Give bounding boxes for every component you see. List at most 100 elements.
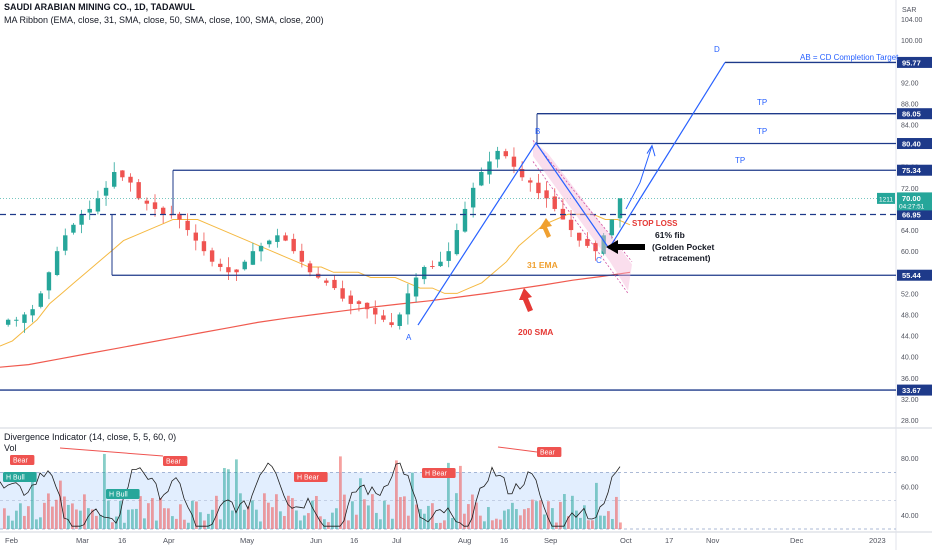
volume-bar: [59, 480, 62, 529]
price-tick-label: 28.00: [901, 418, 919, 425]
price-tick-label: 64.00: [901, 228, 919, 235]
volume-bar: [563, 494, 566, 529]
h-bear-badge: H Bear: [297, 475, 319, 482]
h-bull-badge-bg: [3, 472, 37, 482]
volume-bar: [159, 498, 162, 529]
volume-bar: [371, 494, 374, 529]
countdown-label: 04:27:51: [899, 203, 925, 210]
volume-bar: [167, 508, 170, 529]
volume-bar: [75, 509, 78, 529]
price-tick-label: 36.00: [901, 376, 919, 383]
volume-bar: [335, 508, 338, 529]
candle-body: [46, 272, 52, 291]
fib-arrow: [606, 240, 645, 254]
volume-bar: [279, 511, 282, 529]
candle-body: [479, 172, 484, 186]
ema31-line: [0, 213, 631, 347]
bear-badge-bg: [10, 455, 35, 465]
h-bull-badge: H Bull: [109, 492, 128, 499]
volume-bar: [271, 507, 274, 529]
candle-body: [14, 319, 19, 321]
price-tag-bg: [897, 384, 932, 396]
last-price-bg: [897, 192, 932, 211]
volume-bar: [579, 517, 582, 529]
volume-bar: [151, 498, 154, 529]
price-tag-bg: [897, 56, 932, 68]
fib-label: retracement): [659, 253, 711, 263]
candle-body: [519, 169, 525, 178]
volume-bar: [111, 522, 114, 529]
price-tag-label: 66.95: [902, 210, 921, 219]
volume-bar: [143, 518, 146, 529]
fib-label: (Golden Pocket: [652, 242, 715, 252]
volume-bar: [283, 516, 286, 529]
bear-badge: Bear: [540, 450, 555, 457]
candle-body: [381, 315, 386, 320]
volume-bar: [147, 503, 150, 529]
volume-bar: [391, 518, 394, 529]
candle-body: [128, 176, 133, 183]
bear-badge-bg: [163, 456, 188, 466]
candle-body: [22, 314, 27, 323]
volume-bar: [407, 515, 410, 529]
candle-body: [413, 277, 419, 297]
candle-body: [226, 267, 231, 273]
volume-bar: [387, 504, 390, 529]
volume-bar: [515, 509, 518, 529]
volume-bar: [499, 519, 502, 529]
candle-body: [373, 308, 378, 315]
candle-body: [609, 219, 615, 236]
volume-bar: [583, 505, 586, 529]
candle-body: [250, 251, 256, 265]
volume-bar: [171, 516, 174, 529]
volume-bar: [523, 509, 526, 529]
point-b-label: B: [535, 127, 540, 136]
volume-bar: [587, 520, 590, 529]
candle-body: [185, 220, 190, 231]
volume-bar: [227, 469, 230, 529]
candle-body: [38, 293, 43, 307]
price-tag-label: 86.05: [902, 110, 921, 119]
price-tick-label: 44.00: [901, 334, 919, 341]
candle-body: [275, 235, 280, 242]
candle-body: [201, 241, 207, 252]
sma-label: 200 SMA: [518, 327, 553, 337]
last-price-label: 70.00: [902, 194, 921, 203]
volume-bar: [107, 500, 110, 529]
candle-body: [495, 150, 500, 160]
candle-body: [422, 266, 427, 280]
candle-body: [577, 232, 582, 241]
point-d-label: D: [714, 45, 720, 54]
candle-body: [218, 263, 223, 267]
h-bear-badge-bg: [422, 468, 456, 478]
time-axis-label: Oct: [620, 536, 633, 545]
volume-bar: [591, 520, 594, 529]
price-tag-bg: [897, 208, 932, 220]
price-tick-label: 104.00: [901, 17, 923, 24]
candle-body: [63, 235, 68, 251]
volume-bar: [67, 504, 70, 529]
volume-bar: [127, 509, 130, 529]
candle-body: [291, 238, 296, 252]
volume-bar: [363, 499, 366, 529]
candle-body: [348, 295, 353, 304]
volume-bar: [495, 518, 498, 529]
candle-body: [242, 261, 247, 270]
volume-bar: [519, 515, 522, 529]
price-tag-label: 95.77: [902, 58, 921, 67]
volume-bar: [419, 509, 422, 529]
symbol-title: SAUDI ARABIAN MINING CO., 1D, TADAWUL: [4, 2, 195, 12]
volume-bar: [395, 460, 398, 529]
volume-bar: [355, 514, 358, 529]
volume-bar: [267, 502, 270, 529]
volume-bar: [3, 508, 6, 529]
volume-bar: [307, 513, 310, 529]
channel-lower: [532, 161, 629, 294]
volume-bar: [531, 499, 534, 529]
volume-bar: [571, 495, 574, 529]
volume-bar: [211, 509, 214, 529]
volume-bar: [567, 516, 570, 529]
candle-body: [87, 208, 92, 213]
volume-bar: [19, 503, 22, 529]
